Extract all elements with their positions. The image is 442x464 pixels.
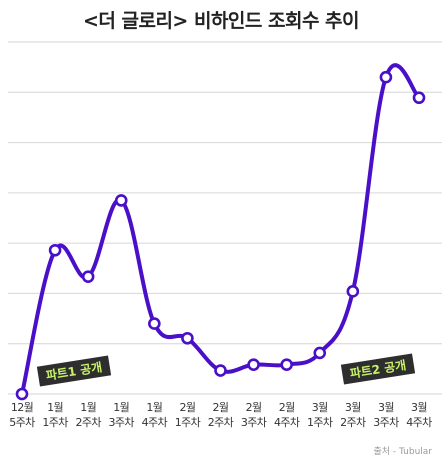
x-tick-label: 1월 4주차 [142,401,168,429]
x-tick-label: 3월 1주차 [307,401,333,429]
annotation-badge-bg [340,353,416,385]
series-line [20,63,421,396]
annotation-badge: 파트2 공개 [340,353,416,385]
x-tick-label: 12월 5주차 [9,401,35,429]
x-tick-label: 1월 2주차 [75,401,101,429]
data-point-5 [181,331,194,345]
data-point-9 [313,346,327,360]
x-tick-label: 2월 2주차 [208,401,234,429]
x-tick-label: 2월 3주차 [241,401,267,429]
chart-title: <더 글로리> 비하인드 조회수 추이 [82,10,360,32]
x-tick-label: 3월 2주차 [340,401,366,429]
data-point-3 [114,194,128,207]
x-tick-label: 2월 4주차 [274,401,300,429]
annotation-badge-bg [36,355,112,387]
x-tick-label: 1월 3주차 [109,401,135,429]
source-label: 출처 - Tubular [373,447,433,457]
data-point-12 [412,91,426,105]
data-point-7 [247,358,260,371]
data-point-6 [214,364,227,377]
data-point-1 [48,243,62,257]
data-point-10 [346,285,360,298]
data-point-4 [148,317,161,330]
x-tick-label: 1월 1주차 [42,401,68,429]
annotation-badge: 파트1 공개 [36,355,112,387]
x-tick-label: 3월 4주차 [406,401,432,429]
data-point-2 [81,270,95,283]
data-point-11 [379,70,393,84]
x-tick-label: 3월 3주차 [373,401,399,429]
x-tick-label: 2월 1주차 [175,401,201,429]
data-point-0 [15,387,29,401]
data-point-8 [280,358,293,371]
gridlines [8,41,442,395]
